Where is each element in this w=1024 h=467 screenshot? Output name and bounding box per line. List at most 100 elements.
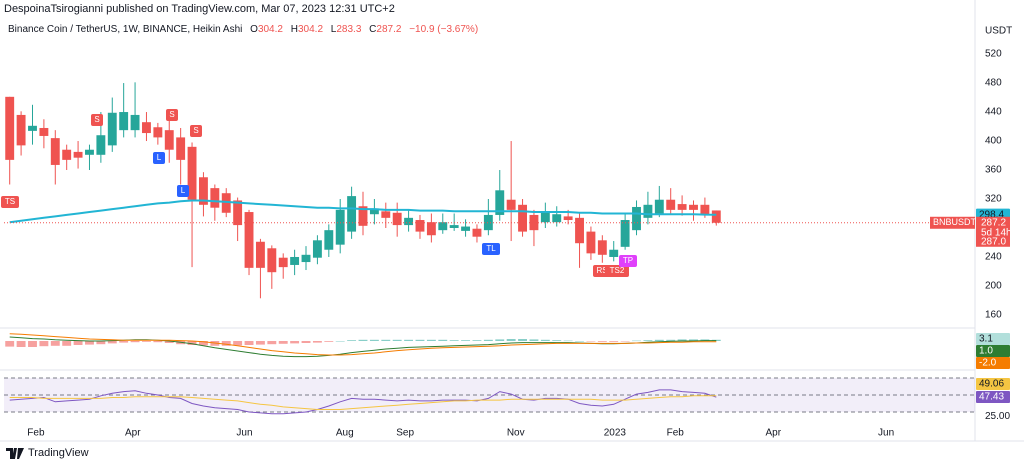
candle-body: [278, 257, 288, 268]
rsi-line: [9, 395, 717, 410]
histogram-bar: [107, 341, 117, 344]
histogram-bar: [643, 340, 653, 341]
x-tick-label: Apr: [125, 428, 141, 439]
histogram-bar: [597, 341, 607, 342]
histogram-bar: [415, 339, 425, 341]
ohlc-value: 304.2: [297, 24, 324, 35]
candle-body: [73, 151, 83, 158]
ohlc-label: O: [250, 24, 258, 35]
x-tick-label: Sep: [396, 428, 414, 439]
candle-body: [609, 249, 619, 257]
signal-badge: [166, 109, 178, 121]
histogram-bar: [347, 340, 357, 341]
histogram-bar: [472, 340, 482, 341]
histogram-bar: [244, 341, 254, 345]
candle-body: [50, 138, 60, 165]
price-tag-bg: [976, 216, 1010, 247]
signal-label: S: [169, 110, 174, 119]
candle-body: [711, 210, 721, 223]
symbol-title: Binance Coin / TetherUS, 1W, BINANCE, He…: [8, 24, 243, 35]
signal-label: L: [157, 153, 162, 162]
y-tick-label: 240: [985, 252, 1002, 263]
histogram-bar: [461, 340, 471, 341]
signal-badge: [91, 114, 103, 126]
ohlc-value: 304.2: [257, 24, 283, 35]
histogram-bar: [50, 341, 60, 346]
histogram-bar: [506, 339, 516, 341]
y-tick-label: 480: [985, 78, 1002, 89]
candle-body: [666, 199, 676, 210]
y-tick-label: 360: [985, 165, 1002, 176]
y-tick-label: 440: [985, 107, 1002, 118]
signal-badge: [177, 185, 189, 197]
histogram-bar: [142, 341, 151, 342]
candle-body: [358, 206, 368, 226]
histogram-bar: [16, 341, 26, 347]
y-tick-label: 25.00: [985, 411, 1010, 422]
histogram-bar: [73, 341, 83, 345]
signal-badge: [190, 125, 202, 137]
histogram-bar: [438, 339, 448, 341]
histogram-bar: [278, 341, 288, 344]
histogram-bar: [335, 341, 345, 342]
histogram-bar: [358, 339, 368, 341]
publisher-line: DespoinaTsirogianni published on Trading…: [4, 3, 395, 15]
signal-label: TL: [486, 244, 496, 253]
axis-unit: USDT: [985, 26, 1012, 37]
candle-body: [495, 190, 505, 215]
candle-body: [107, 112, 117, 146]
histogram-bar: [198, 341, 208, 346]
candle-body: [586, 231, 596, 254]
candle-body: [643, 204, 653, 218]
candle-body: [438, 222, 448, 231]
candle-body: [347, 196, 357, 232]
histogram-tag: 3.1: [979, 334, 993, 345]
histogram-bar: [586, 341, 596, 342]
symbol-tag: BNBUSDT: [933, 217, 977, 227]
x-tick-label: Feb: [667, 428, 685, 439]
candle-body: [312, 240, 322, 258]
candle-body: [483, 214, 493, 231]
rsi-tag: 49.06: [979, 379, 1004, 390]
ohlc-label: C: [369, 24, 377, 35]
candle-body: [142, 122, 151, 134]
candle-body: [16, 114, 26, 146]
candle-body: [62, 149, 72, 160]
signal-label: TS2: [610, 266, 625, 275]
histogram-bar: [96, 341, 106, 345]
candle-body: [472, 228, 482, 237]
histogram-bar: [632, 340, 641, 342]
histogram-bar: [369, 339, 379, 341]
signal-label: L: [181, 186, 186, 195]
histogram-bar: [267, 341, 277, 345]
candle-body: [449, 225, 459, 228]
histogram-bar: [518, 339, 527, 341]
histogram-bar: [381, 339, 391, 341]
candle-body: [335, 209, 345, 245]
candle-body: [130, 114, 140, 131]
candle-body: [677, 204, 687, 210]
histogram-bar: [119, 341, 129, 343]
candle-body: [392, 212, 402, 226]
signal-badge: [153, 152, 165, 164]
candle-body: [461, 226, 471, 231]
logo: [6, 447, 24, 459]
candle-body: [210, 188, 220, 208]
candle-body: [518, 204, 527, 232]
histogram-bar: [187, 341, 197, 345]
histogram-bar: [233, 341, 243, 346]
histogram-bar: [654, 339, 664, 341]
candle-body: [552, 214, 562, 223]
y-tick-label: 520: [985, 49, 1002, 60]
candle-body: [689, 204, 698, 210]
y-tick-label: 200: [985, 281, 1002, 292]
histogram-bar: [255, 341, 265, 345]
candle-body: [255, 241, 265, 268]
candle-body: [700, 204, 710, 215]
ohlc-label: L: [330, 24, 337, 35]
histogram-bar: [426, 339, 436, 341]
histogram-bar: [404, 339, 414, 341]
countdown: 5d 14h: [981, 227, 1012, 238]
